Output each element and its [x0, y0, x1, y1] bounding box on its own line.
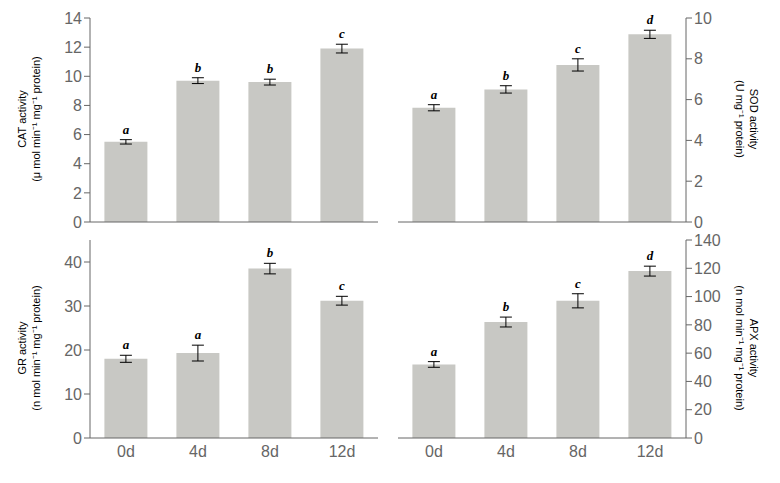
svg-text:10: 10 [694, 10, 712, 27]
svg-text:80: 80 [694, 317, 712, 334]
svg-text:14: 14 [64, 10, 82, 27]
svg-text:c: c [575, 41, 581, 56]
svg-text:a: a [195, 327, 202, 342]
svg-text:10: 10 [64, 386, 82, 403]
svg-text:d: d [647, 248, 654, 263]
svg-text:140: 140 [694, 232, 721, 249]
svg-text:a: a [431, 344, 438, 359]
svg-text:100: 100 [694, 288, 721, 305]
svg-text:2: 2 [694, 173, 703, 190]
svg-text:a: a [123, 337, 130, 352]
svg-text:12d: 12d [329, 443, 356, 460]
svg-text:c: c [339, 278, 345, 293]
svg-text:a: a [431, 87, 438, 102]
svg-text:40: 40 [64, 254, 82, 271]
svg-text:8: 8 [73, 97, 82, 114]
svg-text:b: b [503, 68, 510, 83]
svg-text:30: 30 [64, 298, 82, 315]
html-text:SOD activity (U mg⁻¹ protein): SOD activity (U mg⁻¹ protein) [734, 80, 760, 158]
svg-text:12d: 12d [637, 443, 664, 460]
svg-text:4: 4 [73, 155, 82, 172]
svg-text:2: 2 [73, 185, 82, 202]
svg-text:0: 0 [73, 430, 82, 447]
svg-text:0d: 0d [425, 443, 443, 460]
svg-text:60: 60 [694, 345, 712, 362]
svg-text:6: 6 [694, 91, 703, 108]
html-text:GR activity (n mol min⁻¹ mg⁻¹: GR activity (n mol min⁻¹ mg⁻¹ protein) [16, 285, 42, 411]
svg-text:0d: 0d [117, 443, 135, 460]
svg-text:120: 120 [694, 260, 721, 277]
svg-text:20: 20 [64, 342, 82, 359]
svg-text:a: a [123, 122, 130, 137]
svg-text:10: 10 [64, 68, 82, 85]
html-text:CAT activity (μ mol min⁻¹ mg⁻¹: CAT activity (μ mol min⁻¹ mg⁻¹ protein) [16, 56, 42, 182]
svg-text:20: 20 [694, 401, 712, 418]
svg-text:d: d [647, 12, 654, 27]
svg-text:6: 6 [73, 126, 82, 143]
svg-text:40: 40 [694, 373, 712, 390]
svg-text:8d: 8d [261, 443, 279, 460]
svg-text:0: 0 [73, 214, 82, 230]
svg-text:8: 8 [694, 50, 703, 67]
svg-text:0: 0 [694, 214, 703, 230]
html-text:APX activity (n mol min⁻¹ mg⁻¹: APX activity (n mol min⁻¹ mg⁻¹ protein) [734, 285, 760, 411]
svg-text:c: c [339, 26, 345, 41]
svg-text:c: c [575, 276, 581, 291]
svg-text:b: b [267, 245, 274, 260]
svg-text:8d: 8d [569, 443, 587, 460]
svg-text:b: b [195, 60, 202, 75]
svg-text:4: 4 [694, 132, 703, 149]
svg-text:12: 12 [64, 39, 82, 56]
svg-text:4d: 4d [189, 443, 207, 460]
svg-text:b: b [267, 61, 274, 76]
svg-text:4d: 4d [497, 443, 515, 460]
svg-text:b: b [503, 299, 510, 314]
svg-text:0: 0 [694, 430, 703, 447]
